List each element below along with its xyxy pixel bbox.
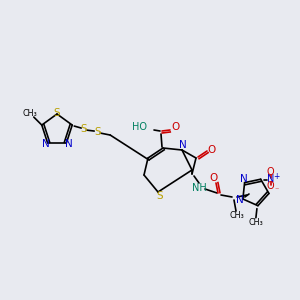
- Text: O: O: [267, 181, 274, 191]
- Text: ⁻: ⁻: [274, 186, 279, 195]
- Text: O: O: [171, 122, 179, 132]
- Text: N: N: [64, 139, 72, 149]
- Text: O: O: [267, 167, 274, 177]
- Text: S: S: [80, 124, 86, 134]
- Text: S: S: [54, 108, 60, 118]
- Text: N: N: [179, 140, 187, 150]
- Text: +: +: [274, 172, 280, 181]
- Text: CH₃: CH₃: [230, 212, 244, 220]
- Text: S: S: [94, 127, 101, 137]
- Text: S: S: [157, 191, 163, 201]
- Text: NH: NH: [192, 183, 206, 193]
- Text: CH₃: CH₃: [22, 109, 37, 118]
- Text: N: N: [267, 174, 274, 184]
- Text: N: N: [42, 139, 50, 149]
- Text: N: N: [240, 174, 248, 184]
- Text: O: O: [210, 173, 218, 183]
- Text: O: O: [208, 145, 216, 155]
- Text: N: N: [236, 195, 244, 205]
- Text: HO: HO: [132, 122, 147, 132]
- Text: CH₃: CH₃: [248, 218, 263, 227]
